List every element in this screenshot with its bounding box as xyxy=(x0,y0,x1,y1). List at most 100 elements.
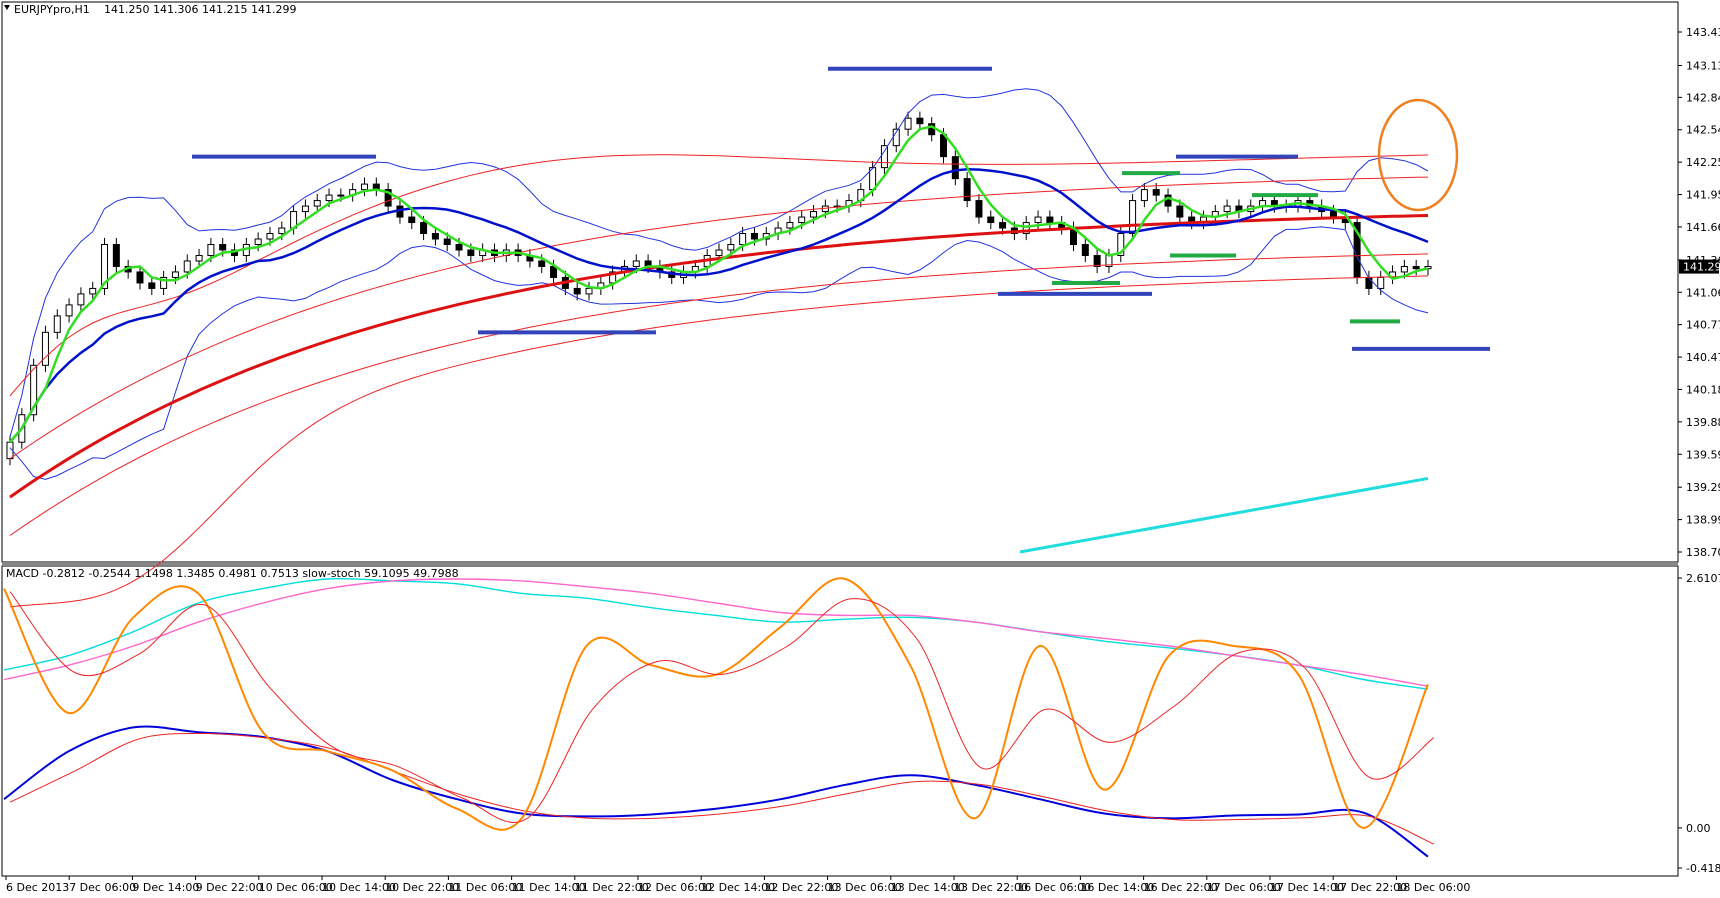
candle[interactable] xyxy=(301,199,309,219)
ohlc-readout: 141.250 141.306 141.215 141.299 xyxy=(104,3,296,16)
candle[interactable] xyxy=(112,237,120,274)
candle-body xyxy=(420,222,428,235)
candle[interactable] xyxy=(1058,215,1066,235)
candle-body xyxy=(1129,200,1137,235)
candle[interactable] xyxy=(1389,265,1397,285)
bollinger-upper-red xyxy=(9,154,1429,397)
indicator-title: MACD -0.2812 -0.2544 1.1498 1.3485 0.498… xyxy=(6,567,459,580)
candle[interactable] xyxy=(597,276,605,296)
candle-body xyxy=(112,244,120,267)
trendline-cyan[interactable] xyxy=(1019,476,1429,554)
candle[interactable] xyxy=(880,139,888,175)
x-tick-label: 10 Dec 22:00 xyxy=(385,881,459,894)
candle[interactable] xyxy=(656,259,664,279)
candle[interactable] xyxy=(975,193,983,224)
candle-body xyxy=(916,117,924,125)
x-tick-label: 17 Dec 14:00 xyxy=(1270,881,1344,894)
candle[interactable] xyxy=(904,111,912,136)
candle-body xyxy=(384,189,392,207)
candle[interactable] xyxy=(372,177,380,197)
highlight-ellipse[interactable] xyxy=(1377,98,1459,212)
y-tick-label: 0.00 xyxy=(1686,822,1711,835)
candle[interactable] xyxy=(195,248,203,268)
candle[interactable] xyxy=(1081,237,1089,263)
candle[interactable] xyxy=(573,281,581,301)
candle-body xyxy=(632,260,640,267)
candle-body xyxy=(1117,233,1125,256)
candle-body xyxy=(550,265,558,278)
candle[interactable] xyxy=(987,210,995,230)
candle-body xyxy=(1034,216,1042,224)
indicator-panel[interactable] xyxy=(3,577,1435,858)
candle[interactable] xyxy=(1093,248,1101,274)
candle[interactable] xyxy=(349,183,357,202)
candle[interactable] xyxy=(916,111,924,131)
candle[interactable] xyxy=(1424,259,1432,276)
candle[interactable] xyxy=(857,183,865,208)
candle[interactable] xyxy=(136,265,144,290)
candle[interactable] xyxy=(53,309,61,339)
x-tick-label: 9 Dec 14:00 xyxy=(132,881,199,894)
candle[interactable] xyxy=(65,298,73,323)
x-tick-label: 16 Dec 06:00 xyxy=(1017,881,1091,894)
candle[interactable] xyxy=(160,270,168,296)
candle-body xyxy=(41,331,49,366)
candle[interactable] xyxy=(384,183,392,213)
candle[interactable] xyxy=(1046,210,1054,230)
y-tick-label: 141.065 xyxy=(1686,286,1720,299)
moving-average-blue xyxy=(9,167,1429,444)
candle[interactable] xyxy=(585,281,593,301)
y-tick-label: 141.955 xyxy=(1686,189,1720,202)
candle[interactable] xyxy=(148,276,156,296)
candle-body xyxy=(951,156,959,180)
candle[interactable] xyxy=(408,210,416,230)
candle-body xyxy=(1093,254,1101,267)
candle-body xyxy=(1412,265,1420,270)
candle[interactable] xyxy=(313,193,321,213)
candle[interactable] xyxy=(951,150,959,186)
candle-body xyxy=(904,117,912,130)
candle[interactable] xyxy=(1235,199,1243,219)
candle-body xyxy=(798,216,806,224)
candle[interactable] xyxy=(928,117,936,142)
y-tick-label: 138.700 xyxy=(1686,546,1720,559)
candle[interactable] xyxy=(431,226,439,246)
candle[interactable] xyxy=(89,281,97,301)
x-tick-label: 9 Dec 22:00 xyxy=(196,881,263,894)
candle-body xyxy=(975,200,983,218)
candle[interactable] xyxy=(892,122,900,153)
x-tick-label: 6 Dec 2013 xyxy=(6,881,69,894)
candle[interactable] xyxy=(1412,259,1420,276)
candle[interactable] xyxy=(1022,215,1030,241)
candle-body xyxy=(313,200,321,207)
candle-body xyxy=(325,194,333,202)
candle[interactable] xyxy=(101,237,109,296)
candle[interactable] xyxy=(1176,199,1184,224)
candle-body xyxy=(1329,211,1337,218)
candle-body xyxy=(810,211,818,218)
candle[interactable] xyxy=(77,287,85,312)
candle[interactable] xyxy=(845,193,853,213)
candle[interactable] xyxy=(361,177,368,197)
candle[interactable] xyxy=(1140,183,1148,208)
candle[interactable] xyxy=(526,248,534,268)
candle[interactable] xyxy=(41,325,49,372)
price-panel[interactable] xyxy=(6,66,1490,608)
candle[interactable] xyxy=(479,243,487,263)
candle[interactable] xyxy=(1164,188,1172,213)
candle[interactable] xyxy=(774,221,782,241)
x-tick-label: 16 Dec 14:00 xyxy=(1080,881,1154,894)
candle-body xyxy=(254,238,262,246)
candle-body xyxy=(207,244,215,256)
candle[interactable] xyxy=(1353,215,1361,285)
candle-body xyxy=(786,222,794,229)
candle-body xyxy=(467,249,475,256)
candle-body xyxy=(1046,216,1054,224)
dropdown-arrow-icon[interactable] xyxy=(4,5,10,10)
candle[interactable] xyxy=(963,172,971,208)
y-tick-label: 142.250 xyxy=(1686,156,1720,169)
candle[interactable] xyxy=(1105,248,1113,274)
candle-body xyxy=(266,233,274,240)
candle-body xyxy=(171,271,179,278)
